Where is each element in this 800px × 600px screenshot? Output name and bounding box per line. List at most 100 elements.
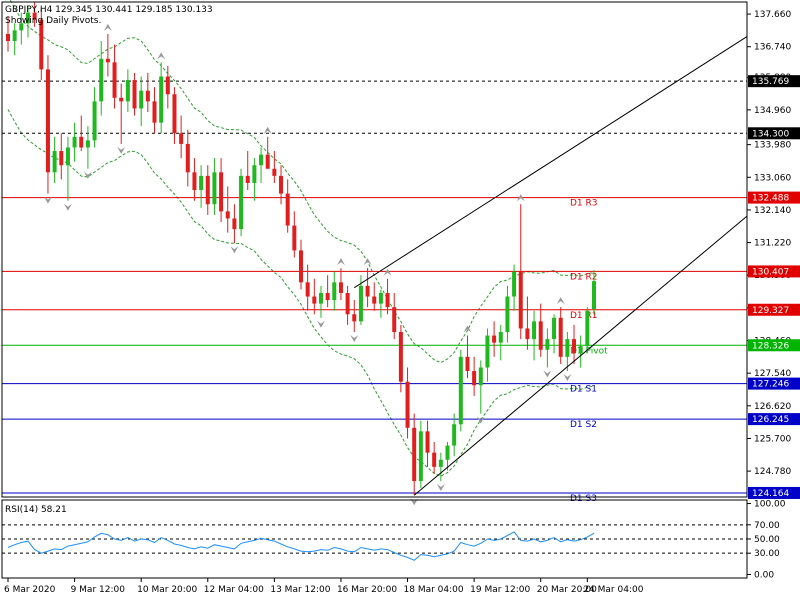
candle-body — [6, 33, 10, 42]
envelope-bands — [7, 0, 595, 477]
pivot-label: D1 S3 — [570, 494, 597, 504]
candle-body — [152, 101, 157, 123]
candle-body — [99, 58, 104, 102]
x-tick-label: 20 Mar 20:00 — [537, 585, 597, 595]
candle-body — [119, 97, 124, 102]
candle-body — [352, 314, 357, 322]
x-tick-label: 24 Mar 04:00 — [583, 585, 643, 595]
candle-body — [412, 427, 417, 482]
y-tick-label: 136.740 — [754, 43, 791, 53]
candle-body — [572, 339, 577, 354]
fractal-down-marker — [563, 374, 572, 382]
price-tag — [748, 191, 800, 204]
candle-body — [212, 172, 217, 205]
fractal-down-marker — [476, 416, 485, 424]
fractal-down-marker — [63, 203, 72, 211]
fractal-down-marker — [43, 196, 52, 204]
fractal-down-marker — [230, 246, 239, 254]
candle-body — [65, 147, 70, 166]
candle-body — [12, 30, 17, 42]
pivot-label: D1 S1 — [570, 385, 597, 395]
candle-body — [165, 76, 170, 95]
candle-body — [558, 317, 563, 357]
fractal-down-marker — [316, 320, 325, 328]
chart-subtitle: Showing Daily Pivots. — [5, 16, 101, 26]
fractal-up-marker — [157, 52, 166, 60]
price-tag-label: 134.300 — [752, 129, 789, 139]
candle-body — [505, 296, 510, 332]
price-tag-label: 129.327 — [752, 306, 789, 316]
candle-body — [245, 175, 250, 183]
candle-body — [358, 285, 363, 322]
fractal-up-marker — [556, 297, 565, 305]
candle-body — [458, 356, 463, 425]
candle-body — [39, 19, 44, 70]
candle-body — [232, 218, 237, 230]
candle-body — [72, 136, 77, 148]
candle-body — [219, 172, 224, 212]
candle-body — [199, 175, 204, 191]
candle-body — [338, 282, 343, 293]
price-tag — [748, 377, 800, 390]
rsi-panel — [2, 524, 747, 561]
price-tag-label: 124.164 — [752, 489, 789, 499]
candle-body — [225, 211, 230, 219]
candle-body — [345, 292, 350, 315]
candle-body — [192, 172, 197, 191]
candle-body — [578, 346, 583, 354]
y-tick-label: 127.540 — [754, 369, 791, 379]
fractal-up-marker — [103, 23, 112, 31]
candle-body — [532, 321, 537, 340]
price-tag-label: 135.769 — [752, 77, 789, 87]
candle-body — [279, 175, 284, 194]
price-tag — [748, 303, 800, 316]
envelope-lower — [7, 109, 595, 477]
candle-body — [92, 101, 97, 141]
candle-body — [52, 151, 57, 173]
candle-body — [179, 133, 184, 144]
price-tag — [748, 127, 800, 140]
candle-body — [125, 80, 130, 102]
rsi-y-tick-label: 50.00 — [754, 535, 780, 545]
trendline-lower — [413, 215, 748, 496]
fractal-up-marker — [516, 194, 525, 202]
candle-body — [398, 332, 403, 382]
fractal-down-marker — [410, 498, 419, 506]
candle-body — [185, 143, 190, 173]
rsi-y-tick-label: 100.00 — [754, 500, 786, 510]
pivot-label: D1 Pivot — [570, 346, 608, 356]
candle-body — [172, 94, 177, 134]
candle-body — [425, 431, 430, 453]
candle-body — [59, 151, 64, 166]
candles — [6, 2, 596, 506]
candle-body — [525, 328, 530, 340]
price-tag-label: 127.246 — [752, 380, 789, 390]
rsi-line — [7, 531, 595, 561]
candle-body — [299, 250, 303, 283]
fractal-down-marker — [436, 484, 445, 492]
candle-body — [472, 371, 477, 386]
candle-body — [132, 80, 137, 109]
x-tick-label: 13 Mar 12:00 — [270, 585, 330, 595]
candle-body — [252, 165, 257, 183]
candle-body — [418, 431, 423, 482]
candle-body — [305, 282, 310, 297]
candle-body — [139, 90, 144, 109]
main-plot-frame — [1, 1, 748, 498]
price-tag — [748, 339, 800, 352]
candle-body — [45, 69, 50, 173]
candle-body — [85, 140, 90, 148]
rsi-y-tick-label: 70.00 — [754, 521, 780, 531]
candle-body — [445, 445, 450, 460]
fractal-up-marker — [383, 268, 392, 276]
x-tick-label: 6 Mar 2020 — [4, 585, 56, 595]
candle-body — [432, 452, 437, 467]
x-tick-label: 19 Mar 12:00 — [470, 585, 530, 595]
candle-body — [545, 339, 550, 350]
fractal-down-marker — [350, 335, 359, 342]
price-tag — [748, 413, 800, 426]
fractal-up-marker — [463, 325, 472, 333]
candle-body — [292, 225, 297, 251]
